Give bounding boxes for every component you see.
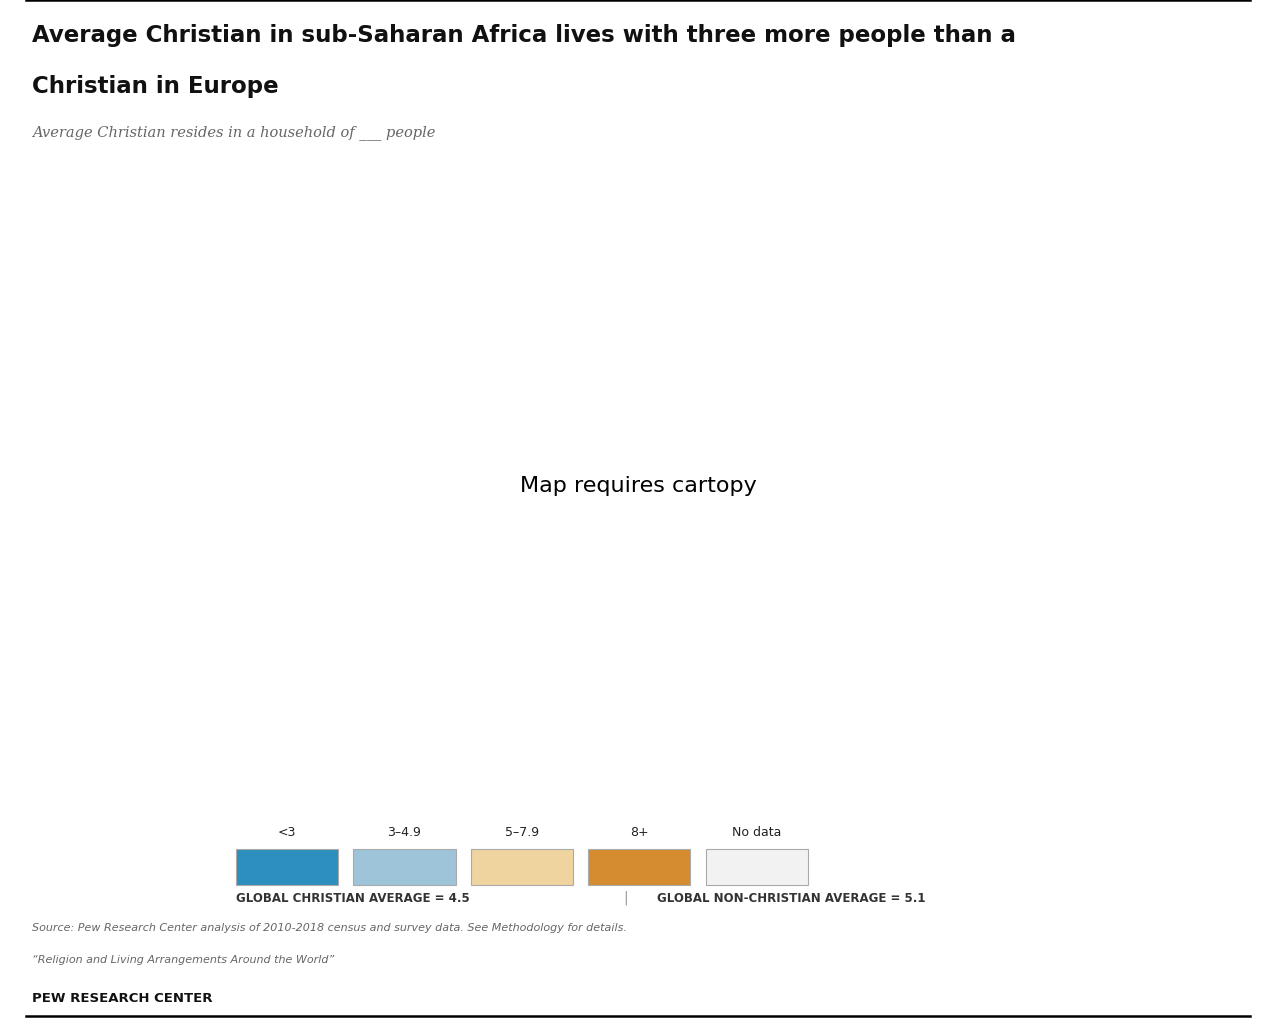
Text: No data: No data (732, 827, 781, 839)
Text: <3: <3 (278, 827, 296, 839)
Text: Average Christian in sub-Saharan Africa lives with three more people than a: Average Christian in sub-Saharan Africa … (32, 24, 1016, 46)
Text: GLOBAL CHRISTIAN AVERAGE = 4.5: GLOBAL CHRISTIAN AVERAGE = 4.5 (236, 891, 470, 905)
Text: 5–7.9: 5–7.9 (505, 827, 538, 839)
Text: “Religion and Living Arrangements Around the World”: “Religion and Living Arrangements Around… (32, 955, 334, 965)
Text: Christian in Europe: Christian in Europe (32, 75, 278, 98)
Text: GLOBAL NON-CHRISTIAN AVERAGE = 5.1: GLOBAL NON-CHRISTIAN AVERAGE = 5.1 (657, 891, 925, 905)
Text: 8+: 8+ (630, 827, 648, 839)
Text: |: | (623, 890, 628, 905)
Text: Source: Pew Research Center analysis of 2010-2018 census and survey data. See Me: Source: Pew Research Center analysis of … (32, 923, 627, 932)
Bar (706, 849, 808, 885)
Text: Map requires cartopy: Map requires cartopy (519, 476, 757, 495)
Text: PEW RESEARCH CENTER: PEW RESEARCH CENTER (32, 992, 212, 1004)
Text: Average Christian resides in a household of ___ people: Average Christian resides in a household… (32, 125, 435, 141)
Bar (588, 849, 690, 885)
Bar (353, 849, 456, 885)
Bar (236, 849, 338, 885)
Text: 3–4.9: 3–4.9 (388, 827, 421, 839)
Bar (471, 849, 573, 885)
